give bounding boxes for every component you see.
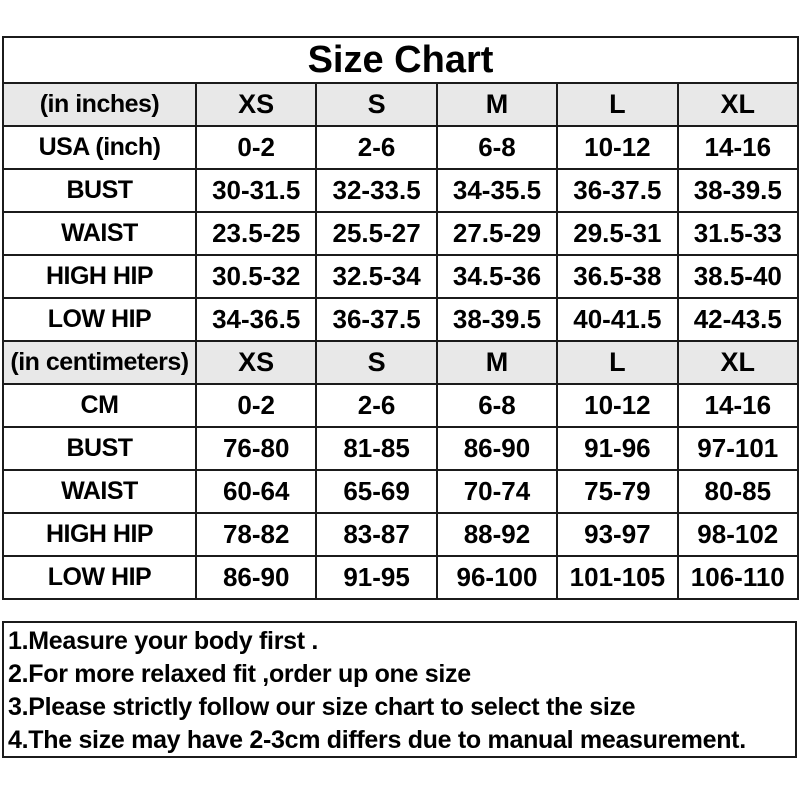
measurement-row: CM 0-2 2-6 6-8 10-12 14-16 [2,383,800,428]
measurement-value-cell: 27.5-29 [435,211,559,256]
measurement-value-cell: 36-37.5 [315,297,438,342]
measurement-value-cell: 32.5-34 [315,254,438,299]
measurement-value-cell: 65-69 [315,469,438,514]
measurement-value-cell: 23.5-25 [194,211,318,256]
size-header-cell: M [435,340,559,385]
measurement-value-cell: 34-35.5 [435,168,559,213]
measurement-row: WAIST 23.5-25 25.5-27 27.5-29 29.5-31 31.5-33 [2,211,800,256]
measurement-label-cell: USA (inch) [2,125,197,170]
measurement-value-cell: 86-90 [435,426,559,471]
measurement-value-cell: 81-85 [315,426,438,471]
measurement-value-cell: 91-96 [556,426,679,471]
measurement-value-cell: 0-2 [194,125,318,170]
measurement-value-cell: 32-33.5 [315,168,438,213]
measurement-label-cell: BUST [2,426,197,471]
measurement-value-cell: 106-110 [676,555,800,600]
title-row: Size Chart [2,36,799,84]
notes: 1.Measure your body first . 2.For more re… [2,621,797,758]
unit-header-cell: (in inches) [2,82,197,127]
measurement-row: USA (inch) 0-2 2-6 6-8 10-12 14-16 [2,125,800,170]
measurement-value-cell: 91-95 [315,555,438,600]
measurement-value-cell: 78-82 [194,512,318,557]
size-header-cell: XS [194,340,318,385]
size-header-cell: XL [676,340,800,385]
measurement-value-cell: 80-85 [676,469,800,514]
size-header-cell: S [315,82,438,127]
measurement-value-cell: 38.5-40 [676,254,800,299]
measurement-label-cell: CM [2,383,197,428]
measurement-value-cell: 76-80 [194,426,318,471]
note-line: 1.Measure your body first . [8,627,319,655]
measurement-value-cell: 2-6 [315,125,438,170]
unit-header-cell: (in centimeters) [2,340,197,385]
measurement-row: BUST 76-80 81-85 86-90 91-96 97-101 [2,426,800,471]
measurement-label-cell: LOW HIP [2,555,197,600]
measurement-row: LOW HIP 86-90 91-95 96-100 101-105 106-110 [2,555,800,600]
measurement-value-cell: 6-8 [435,125,559,170]
measurement-value-cell: 88-92 [435,512,559,557]
measurement-row: LOW HIP 34-36.5 36-37.5 38-39.5 40-41.5 42-43… [2,297,800,342]
size-header-cell: L [556,82,679,127]
measurement-value-cell: 75-79 [556,469,679,514]
measurement-value-cell: 14-16 [676,383,800,428]
measurement-value-cell: 34.5-36 [435,254,559,299]
measurement-value-cell: 96-100 [435,555,559,600]
measurement-value-cell: 86-90 [194,555,318,600]
measurement-value-cell: 38-39.5 [676,168,800,213]
measurement-row: BUST 30-31.5 32-33.5 34-35.5 36-37.5 38-39.5 [2,168,800,213]
measurement-value-cell: 31.5-33 [676,211,800,256]
measurement-value-cell: 10-12 [556,383,679,428]
size-chart-table: Size Chart (in inches) XS S M L XL USA (inch) 0… [2,36,800,600]
measurement-value-cell: 98-102 [676,512,800,557]
measurement-value-cell: 60-64 [194,469,318,514]
measurement-row: WAIST 60-64 65-69 70-74 75-79 80-85 [2,469,800,514]
measurement-value-cell: 0-2 [194,383,318,428]
note-line: 4.The size may have 2-3cm differs due to… [8,726,746,754]
note-line: 2.For more relaxed fit ,order up one siz… [8,660,471,688]
measurement-value-cell: 101-105 [556,555,679,600]
measurement-value-cell: 2-6 [315,383,438,428]
measurement-value-cell: 83-87 [315,512,438,557]
measurement-label-cell: WAIST [2,211,197,256]
size-header-cell: XS [194,82,318,127]
measurement-value-cell: 30.5-32 [194,254,318,299]
measurement-value-cell: 40-41.5 [556,297,679,342]
measurement-label-cell: HIGH HIP [2,254,197,299]
measurement-value-cell: 70-74 [435,469,559,514]
size-header-cell: XL [676,82,800,127]
measurement-row: HIGH HIP 30.5-32 32.5-34 34.5-36 36.5-38 38.5… [2,254,800,299]
size-chart-title: Size Chart [2,36,799,84]
measurement-label-cell: HIGH HIP [2,512,197,557]
size-header-cell: L [556,340,679,385]
size-chart-body: Size Chart (in inches) XS S M L XL USA (inch) 0… [2,36,800,600]
measurement-value-cell: 29.5-31 [556,211,679,256]
section-header-row: (in inches) XS S M L XL [2,82,800,127]
measurement-row: HIGH HIP 78-82 83-87 88-92 93-97 98-102 [2,512,800,557]
measurement-value-cell: 34-36.5 [194,297,318,342]
measurement-value-cell: 25.5-27 [315,211,438,256]
measurement-value-cell: 42-43.5 [676,297,800,342]
measurement-value-cell: 30-31.5 [194,168,318,213]
note-line: 3.Please strictly follow our size chart … [8,693,636,721]
measurement-label-cell: BUST [2,168,197,213]
measurement-value-cell: 14-16 [676,125,800,170]
measurement-value-cell: 6-8 [435,383,559,428]
measurement-value-cell: 93-97 [556,512,679,557]
measurement-label-cell: LOW HIP [2,297,197,342]
measurement-value-cell: 36.5-38 [556,254,679,299]
measurement-label-cell: WAIST [2,469,197,514]
measurement-value-cell: 36-37.5 [556,168,679,213]
measurement-value-cell: 97-101 [676,426,800,471]
measurement-value-cell: 38-39.5 [435,297,559,342]
section-header-row: (in centimeters) XS S M L XL [2,340,800,385]
measurement-value-cell: 10-12 [556,125,679,170]
size-header-cell: S [315,340,438,385]
size-header-cell: M [435,82,559,127]
